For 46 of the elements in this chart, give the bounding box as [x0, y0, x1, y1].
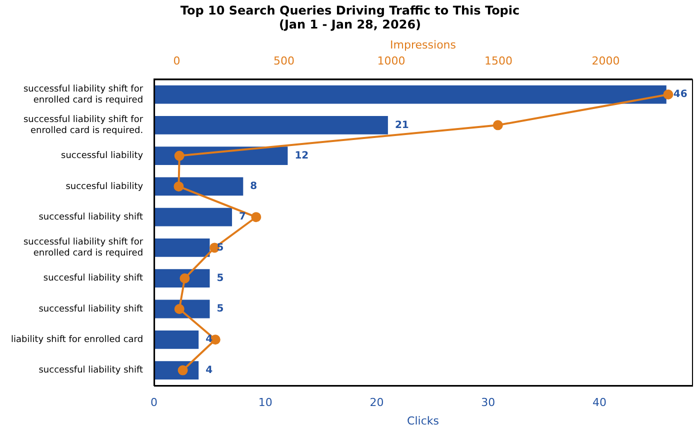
data-label: 21	[394, 120, 409, 131]
bar	[154, 116, 388, 134]
y-tick-label: successful liability shift	[38, 212, 144, 222]
bar	[154, 238, 210, 257]
x2-tick-label: 2000	[592, 54, 620, 68]
x-tick-label: 40	[592, 396, 607, 410]
data-label: 12	[294, 150, 309, 162]
y-tick-label: succesful liability	[66, 182, 144, 192]
x-tick-label: 30	[481, 396, 496, 410]
x2-axis-title: Impressions	[390, 38, 456, 52]
y-tick-label: successful liability shift	[38, 304, 144, 314]
point	[180, 273, 190, 284]
bar	[154, 208, 232, 226]
data-label: 5	[216, 272, 224, 284]
point	[174, 181, 184, 192]
data-label: 46	[673, 89, 688, 100]
x-axis-title: Clicks	[407, 414, 440, 428]
x2-tick-label: 0	[173, 54, 180, 68]
x2-tick-label: 1500	[484, 54, 513, 68]
x2-tick-label: 500	[274, 54, 295, 68]
data-label: 4	[206, 364, 213, 376]
point	[251, 212, 262, 222]
y-tick-label: liability shift for enrolled card	[10, 334, 144, 345]
point	[178, 365, 188, 376]
chart-title: Top 10 Search Queries Driving Traffic to This Topic (Jan 1 - Jan 28, 2026)	[180, 3, 520, 32]
bar	[154, 330, 199, 349]
x2-tick-label: 1000	[377, 54, 406, 68]
data-label: 7	[239, 212, 246, 223]
data-label: 8	[250, 181, 258, 192]
x-tick-label: 10	[258, 396, 272, 410]
y-tick-label: successful liability	[61, 151, 144, 162]
point	[174, 304, 184, 314]
y-tick-label: successful liability shift for enrolled card is required	[23, 84, 144, 106]
x-tick-label: 0	[150, 396, 158, 410]
y-tick-label: successful liability shift for enrolled card is required.	[23, 115, 144, 136]
point	[174, 150, 184, 161]
bar	[154, 85, 666, 104]
bar	[154, 177, 244, 196]
point	[492, 120, 503, 130]
data-label: 5	[216, 304, 224, 315]
bar	[154, 269, 210, 288]
y-tick-label: succesful liability shift	[43, 274, 144, 284]
point	[663, 90, 674, 100]
x-tick-label: 20	[370, 396, 384, 410]
y-tick-label: successful liability shift for enrolled card is required	[23, 238, 144, 258]
y-tick-label: successful liability shift	[38, 366, 144, 376]
